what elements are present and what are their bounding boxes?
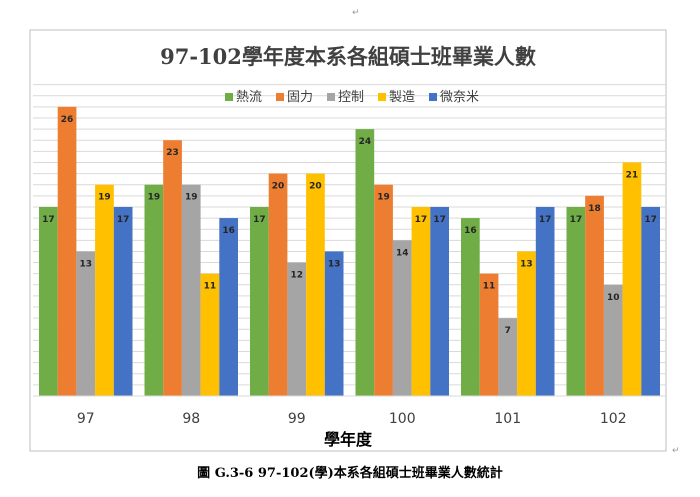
data-labels: 17 26 13 19 17 19 23 19 11 16 17 20 12 20 13 24 19 14 17 17…	[42, 115, 657, 336]
data-label: 17	[415, 215, 428, 225]
bar	[200, 273, 220, 396]
bar	[324, 251, 344, 396]
bar	[355, 129, 375, 396]
legend-label: 製造	[389, 90, 415, 105]
data-label: 13	[79, 259, 92, 269]
data-label: 11	[204, 282, 217, 292]
bar	[498, 318, 518, 396]
data-label: 17	[117, 215, 130, 225]
legend-label: 微奈米	[440, 90, 479, 105]
x-tick-label: 98	[182, 411, 200, 427]
legend-swatch	[225, 93, 233, 101]
bar	[411, 206, 431, 396]
bar	[461, 218, 480, 396]
paragraph-mark-right: ↵	[672, 446, 680, 456]
bar	[113, 206, 133, 396]
legend: 熱流 固力 控制 製造 微奈米	[225, 90, 479, 105]
bar	[144, 184, 164, 396]
data-label: 24	[359, 137, 372, 147]
figure-caption: 圖 G.3-6 97-102(學)本系各組碩士班畢業人數統計	[197, 466, 503, 481]
bar	[603, 284, 623, 396]
data-label: 13	[520, 259, 533, 269]
bar	[250, 206, 269, 396]
bar	[374, 184, 393, 396]
data-label: 10	[607, 293, 620, 303]
data-label: 17	[253, 215, 266, 225]
bar	[585, 195, 604, 396]
data-label: 23	[166, 148, 179, 158]
data-label: 19	[148, 193, 161, 203]
chart-title: 97-102學年度本系各組碩士班畢業人數	[160, 44, 536, 69]
data-label: 19	[98, 193, 111, 203]
data-label: 26	[61, 115, 74, 125]
bar	[479, 273, 499, 396]
legend-label: 固力	[287, 90, 313, 105]
bar	[430, 206, 449, 396]
data-label: 20	[309, 182, 322, 192]
bar	[181, 184, 201, 396]
bar	[39, 206, 58, 396]
x-tick-label: 97	[77, 411, 95, 427]
data-label: 18	[588, 204, 601, 214]
bar	[535, 206, 555, 396]
data-label: 16	[464, 226, 477, 236]
x-tick-label: 101	[494, 411, 521, 427]
paragraph-mark-top: ↵	[352, 8, 360, 18]
x-tick-label: 102	[600, 411, 627, 427]
data-label: 14	[396, 248, 409, 258]
gridlines	[33, 84, 666, 386]
legend-label: 熱流	[236, 90, 262, 105]
data-label: 16	[222, 226, 235, 236]
x-tick-label: 99	[288, 411, 306, 427]
legend-swatch	[276, 93, 284, 101]
data-label: 13	[328, 259, 341, 269]
data-label: 17	[539, 215, 552, 225]
x-tick-label: 100	[389, 411, 416, 427]
data-label: 19	[185, 193, 198, 203]
bar	[163, 140, 182, 396]
data-label: 17	[644, 215, 657, 225]
data-label: 7	[505, 326, 511, 336]
data-label: 17	[42, 215, 55, 225]
data-label: 21	[626, 170, 639, 180]
bar	[95, 184, 114, 396]
bar	[287, 262, 307, 396]
data-label: 11	[483, 282, 496, 292]
data-label: 19	[377, 193, 390, 203]
data-label: 12	[290, 271, 303, 281]
bar	[641, 206, 660, 396]
x-tick-labels: 97 98 99 100 101 102	[77, 411, 627, 427]
bars	[39, 106, 660, 396]
bar	[306, 173, 325, 396]
bar	[76, 251, 96, 396]
bar	[517, 251, 536, 396]
data-label: 17	[433, 215, 446, 225]
x-axis-label: 學年度	[324, 430, 373, 449]
data-label: 17	[570, 215, 583, 225]
data-label: 20	[272, 182, 285, 192]
bar	[566, 206, 586, 396]
legend-label: 控制	[338, 90, 364, 105]
bar	[268, 173, 288, 396]
legend-swatch	[429, 93, 437, 101]
bar	[622, 162, 642, 396]
bar	[57, 106, 77, 396]
legend-swatch	[327, 93, 335, 101]
bar	[392, 240, 412, 396]
bar	[219, 218, 238, 396]
legend-swatch	[378, 93, 386, 101]
